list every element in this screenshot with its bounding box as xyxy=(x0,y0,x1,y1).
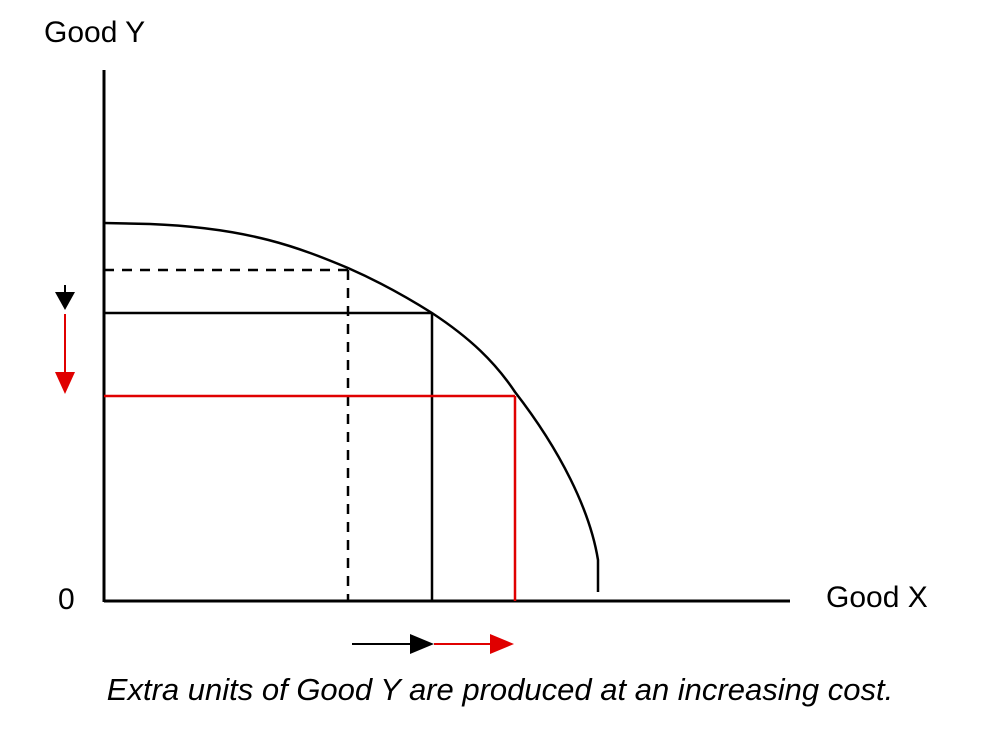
right-arrow-red-icon xyxy=(434,634,514,654)
y-axis-label: Good Y xyxy=(44,16,146,49)
origin-label: 0 xyxy=(58,583,75,616)
down-arrow-red-icon xyxy=(55,314,75,394)
x-axis-label: Good X xyxy=(826,581,928,614)
right-arrow-black-icon xyxy=(352,634,434,654)
caption: Extra units of Good Y are produced at an… xyxy=(106,672,894,707)
ppf-curve xyxy=(103,221,600,592)
down-arrow-black-icon xyxy=(55,285,75,310)
